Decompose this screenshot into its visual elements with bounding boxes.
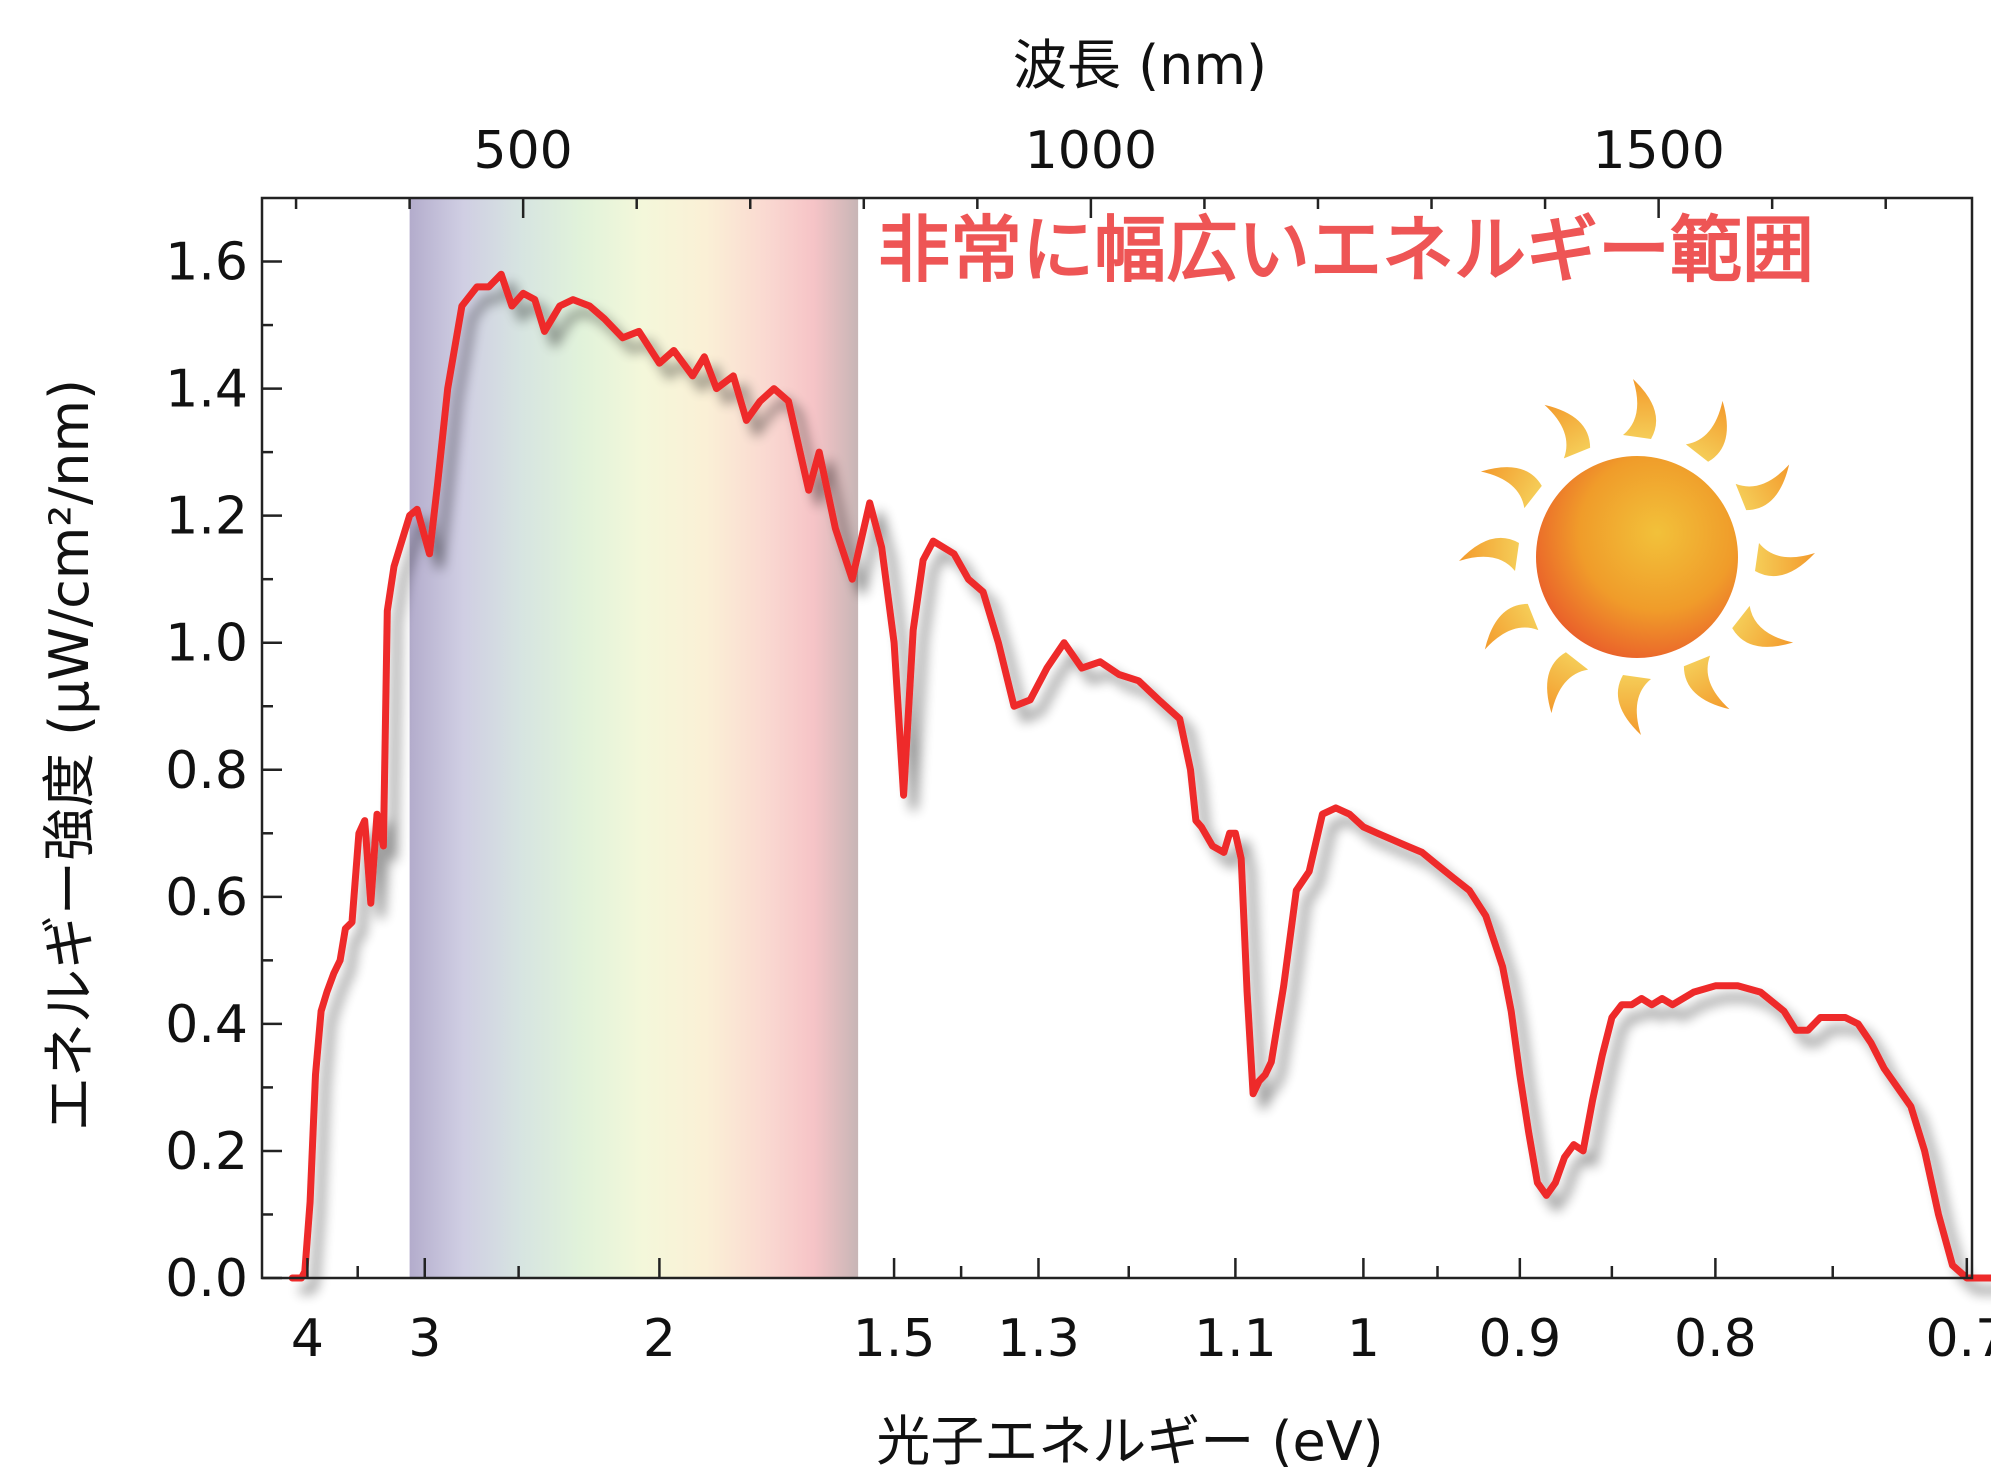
x2-tick-label: 500	[474, 121, 573, 181]
sun-ray	[1480, 467, 1542, 509]
sun-ray	[1544, 404, 1591, 459]
x-tick-label: 4	[291, 1309, 324, 1369]
x-tick-label: 0.9	[1478, 1309, 1561, 1369]
sun-icon	[1459, 379, 1815, 735]
x-tick-label: 0.7	[1925, 1309, 1991, 1369]
sun-ray	[1617, 675, 1651, 735]
y-axis-title: エネルギー強度 (μW/cm²/nm)	[38, 379, 101, 1131]
y-tick-label: 0.0	[165, 1249, 248, 1309]
x2-tick-label: 1000	[1025, 121, 1157, 181]
y-tick-label: 1.0	[165, 614, 248, 674]
sun-ray	[1623, 379, 1657, 439]
y-tick-label: 0.6	[165, 868, 248, 928]
sun-ray	[1732, 605, 1794, 647]
y-tick-label: 1.4	[165, 360, 248, 420]
sun-ray	[1685, 400, 1727, 462]
x-axis-title: 光子エネルギー (eV)	[876, 1410, 1383, 1473]
x-tick-label: 1.5	[853, 1309, 936, 1369]
sun-ray	[1735, 464, 1790, 511]
sun-ray	[1547, 652, 1589, 714]
x2-tick-label: 1500	[1592, 121, 1724, 181]
visible-spectrum-band	[409, 198, 859, 1278]
x-tick-label: 1.3	[997, 1309, 1080, 1369]
sun-ray	[1755, 543, 1815, 577]
y-tick-label: 0.2	[165, 1122, 248, 1182]
y-tick-label: 1.2	[165, 487, 248, 547]
sun-disc	[1536, 456, 1738, 658]
spectrum-series-line	[288, 270, 1991, 1282]
y-tick-label: 1.6	[165, 233, 248, 293]
x-tick-label: 1	[1347, 1309, 1380, 1369]
tick-marks	[262, 198, 1969, 1280]
annotation-label: 非常に幅広いエネルギー範囲	[878, 208, 1814, 292]
tick-labels: 0.0 0.2 0.4 0.6 0.8 1.0 1.2 1.4 1.6 4 3 2 1.5 1.3 1.1 1…	[165, 121, 1991, 1369]
sun-rays	[1459, 379, 1815, 735]
x-tick-label: 0.8	[1674, 1309, 1757, 1369]
y-tick-label: 0.8	[165, 741, 248, 801]
spectrum-line-layer	[288, 270, 1991, 1282]
y-tick-label: 0.4	[165, 995, 248, 1055]
plot-frame	[260, 196, 1974, 1280]
x-tick-label: 2	[643, 1309, 676, 1369]
x-tick-label: 1.1	[1194, 1309, 1277, 1369]
x-tick-label: 3	[408, 1309, 441, 1369]
sun-ray	[1683, 655, 1730, 710]
sun-ray	[1459, 537, 1519, 571]
sun-ray	[1484, 603, 1539, 650]
top-axis-title: 波長 (nm)	[1013, 34, 1267, 97]
